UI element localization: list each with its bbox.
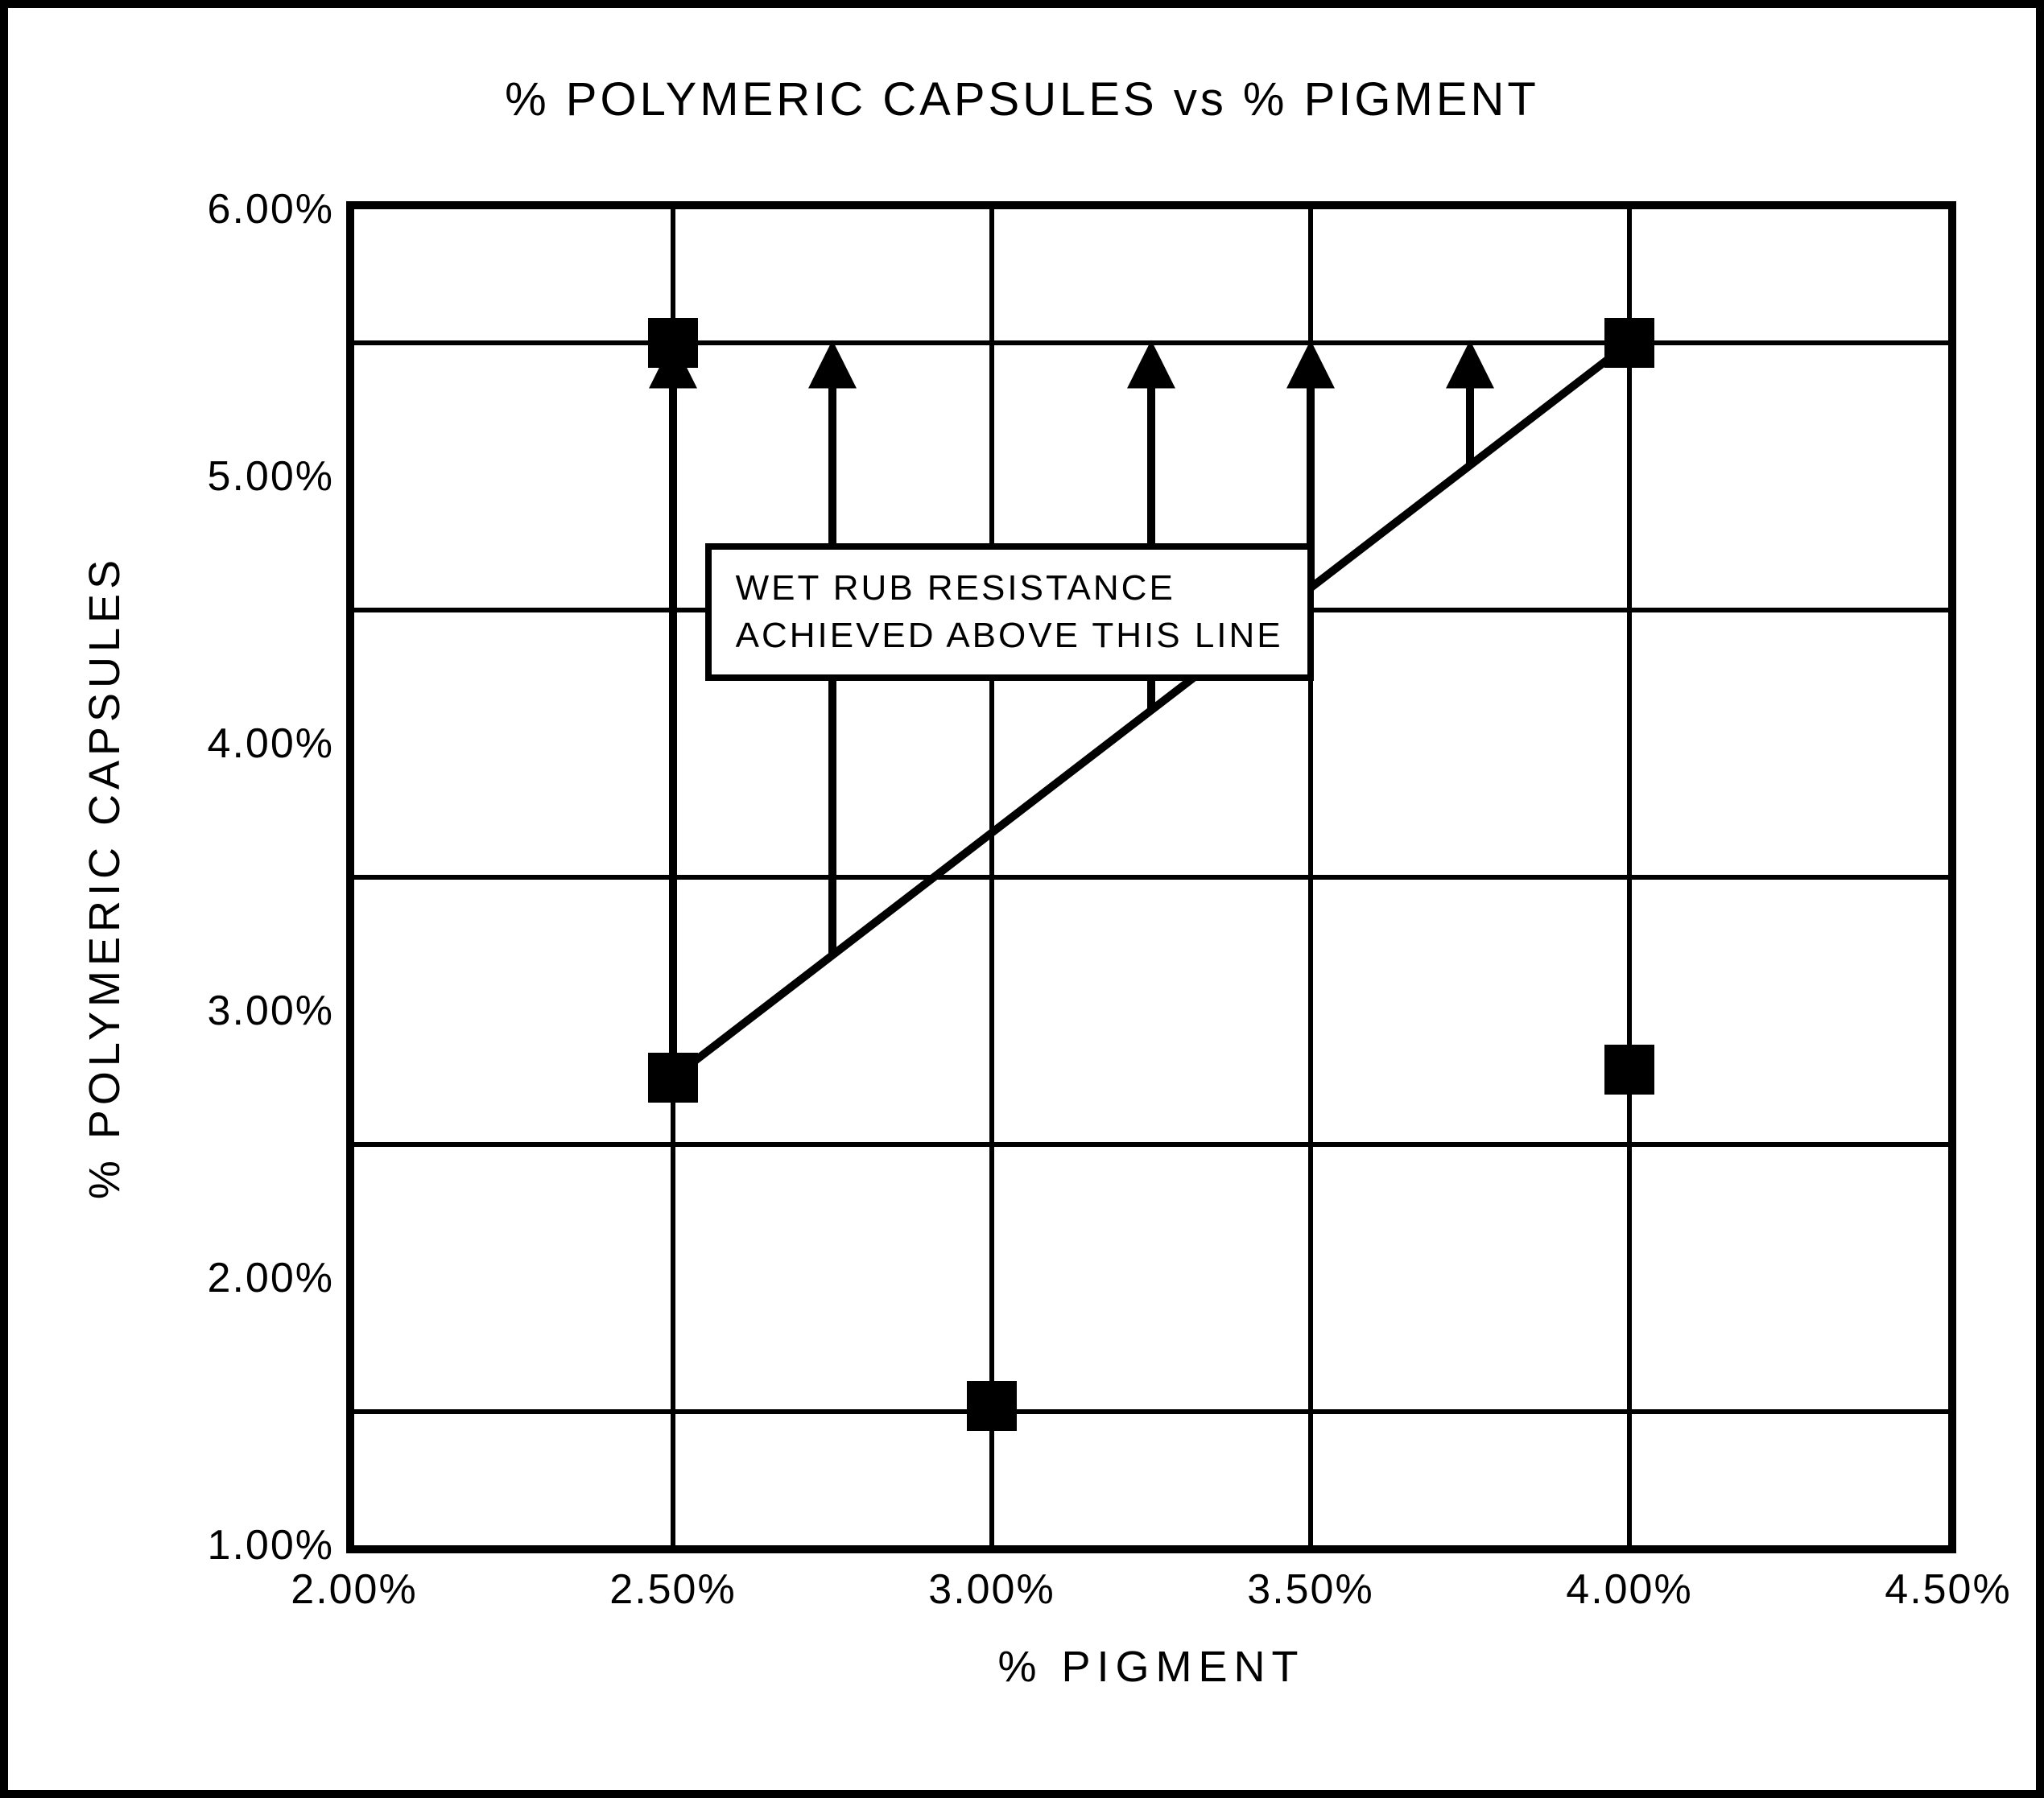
data-point-marker [967, 1381, 1017, 1431]
x-axis-label: % PIGMENT [997, 1642, 1304, 1692]
trend-line [673, 343, 1629, 1078]
y-tick-label: 3.00% [208, 987, 354, 1035]
data-point-marker [1604, 318, 1654, 368]
chart-title: % POLYMERIC CAPSULES vs % PIGMENT [8, 72, 2036, 126]
y-tick-label: 6.00% [208, 185, 354, 233]
y-tick-label: 1.00% [208, 1521, 354, 1569]
annotation-line: WET RUB RESISTANCE [736, 564, 1283, 612]
annotation-box: WET RUB RESISTANCEACHIEVED ABOVE THIS LI… [705, 543, 1314, 681]
x-tick-label: 2.50% [609, 1545, 736, 1614]
chart-frame: % POLYMERIC CAPSULES vs % PIGMENT 2.00%2… [0, 0, 2044, 1798]
data-point-marker [1604, 1045, 1654, 1095]
x-tick-label: 3.50% [1247, 1545, 1373, 1614]
grid-line-horizontal [354, 1409, 1948, 1414]
x-tick-label: 4.00% [1566, 1545, 1692, 1614]
y-tick-label: 5.00% [208, 452, 354, 501]
y-axis-label: % POLYMERIC CAPSULES [80, 555, 130, 1199]
annotation-line: ACHIEVED ABOVE THIS LINE [736, 612, 1283, 659]
grid-line-horizontal [354, 1142, 1948, 1147]
grid-line-horizontal [354, 340, 1948, 345]
y-tick-label: 4.00% [208, 720, 354, 768]
x-tick-label: 4.50% [1885, 1545, 2011, 1614]
plot-area: 2.00%2.50%3.00%3.50%4.00%4.50%1.00%2.00%… [346, 201, 1956, 1553]
data-point-marker [648, 318, 698, 368]
data-point-marker [648, 1053, 698, 1103]
y-tick-label: 2.00% [208, 1254, 354, 1302]
grid-line-horizontal [354, 875, 1948, 880]
x-tick-label: 3.00% [928, 1545, 1055, 1614]
